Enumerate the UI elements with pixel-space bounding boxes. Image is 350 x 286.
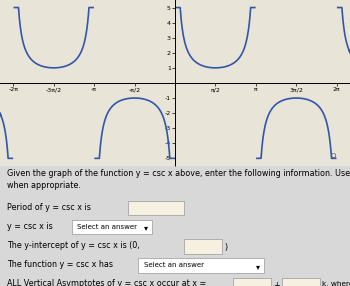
Text: Select an answer: Select an answer xyxy=(77,224,137,230)
FancyBboxPatch shape xyxy=(233,278,271,286)
FancyBboxPatch shape xyxy=(72,220,152,234)
Text: +: + xyxy=(273,281,280,286)
FancyBboxPatch shape xyxy=(138,258,264,273)
FancyBboxPatch shape xyxy=(184,239,222,254)
Text: Period of y = csc x is: Period of y = csc x is xyxy=(7,202,91,212)
FancyBboxPatch shape xyxy=(282,278,320,286)
Text: Q: Q xyxy=(331,153,336,159)
Text: The function y = csc x has: The function y = csc x has xyxy=(7,260,113,269)
Text: Select an answer: Select an answer xyxy=(144,262,203,268)
FancyBboxPatch shape xyxy=(128,201,184,215)
Text: Given the graph of the function y = csc x above, enter the following information: Given the graph of the function y = csc … xyxy=(7,170,350,178)
Text: ▾: ▾ xyxy=(144,224,147,233)
Text: ▾: ▾ xyxy=(256,262,259,271)
Text: when appropriate.: when appropriate. xyxy=(7,181,81,190)
Text: ): ) xyxy=(224,243,227,252)
Text: k, where k is an integer.: k, where k is an integer. xyxy=(322,281,350,286)
Text: y = csc x is: y = csc x is xyxy=(7,222,53,231)
Text: ALL Vertical Asymptotes of y = csc x occur at x =: ALL Vertical Asymptotes of y = csc x occ… xyxy=(7,279,206,286)
Text: The y-intercept of y = csc x is (0,: The y-intercept of y = csc x is (0, xyxy=(7,241,140,250)
